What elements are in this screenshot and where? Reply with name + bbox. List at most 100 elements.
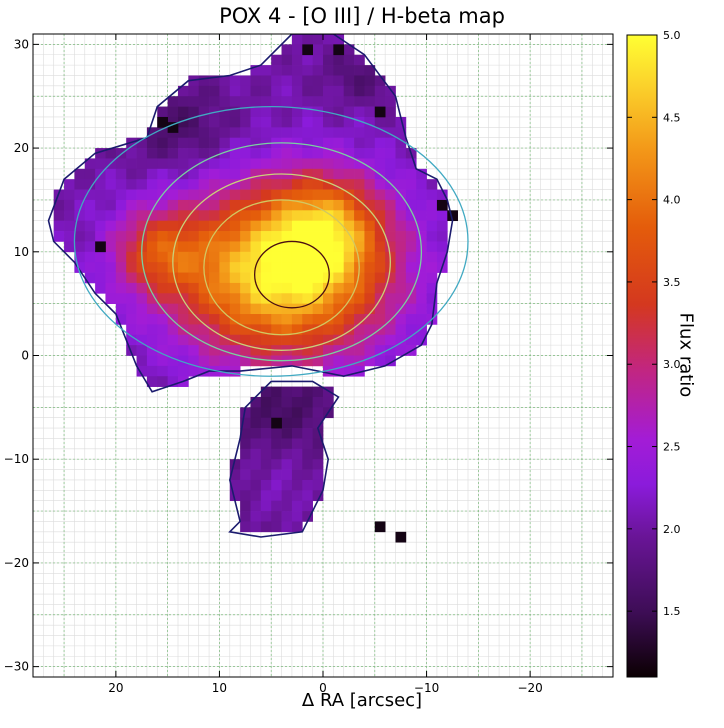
map-pixel — [323, 210, 334, 222]
map-pixel — [281, 407, 293, 419]
map-pixel — [291, 44, 303, 56]
map-pixel — [271, 106, 282, 118]
map-pixel — [53, 210, 65, 222]
map-pixel — [219, 303, 231, 315]
map-pixel — [250, 241, 262, 253]
map-pixel — [291, 479, 303, 491]
map-pixel-dark — [95, 241, 106, 253]
map-pixel — [323, 303, 334, 315]
map-pixel — [271, 231, 282, 242]
map-pixel — [323, 396, 334, 408]
map-pixel — [105, 210, 117, 222]
map-pixel — [312, 417, 324, 429]
map-pixel — [240, 293, 251, 304]
map-pixel — [395, 168, 407, 180]
map-pixel — [157, 324, 168, 336]
map-pixel — [240, 521, 251, 533]
map-pixel — [250, 231, 262, 242]
map-pixel — [240, 148, 251, 159]
map-pixel — [395, 210, 407, 222]
map-pixel — [312, 459, 324, 470]
map-pixel — [105, 293, 117, 304]
map-pixel — [323, 85, 334, 97]
map-pixel — [281, 469, 293, 481]
map-pixel — [260, 469, 272, 481]
map-pixel — [126, 282, 137, 294]
map-pixel — [395, 220, 407, 232]
map-pixel — [291, 179, 303, 190]
map-pixel — [209, 75, 220, 87]
map-pixel — [374, 303, 386, 315]
map-pixel — [188, 137, 200, 149]
map-pixel — [312, 262, 324, 273]
colorbar-tick-label: 3.5 — [663, 276, 681, 289]
map-pixel — [281, 293, 293, 304]
map-pixel — [136, 262, 148, 273]
map-pixel — [302, 262, 313, 273]
map-pixel — [188, 220, 200, 232]
map-pixel — [209, 282, 220, 294]
map-pixel — [260, 210, 272, 222]
map-pixel — [250, 407, 262, 419]
map-pixel — [229, 490, 241, 502]
y-tick-label: 30 — [14, 37, 29, 51]
map-pixel — [105, 199, 117, 211]
map-pixel — [312, 210, 324, 222]
map-pixel — [271, 293, 282, 304]
map-pixel — [354, 314, 365, 325]
map-pixel — [260, 511, 272, 522]
map-pixel — [302, 417, 313, 429]
map-pixel — [291, 231, 303, 242]
map-pixel — [395, 158, 407, 170]
map-pixel — [178, 85, 189, 97]
map-pixel — [291, 96, 303, 107]
map-pixel — [250, 500, 262, 512]
map-pixel — [229, 148, 241, 159]
map-pixel — [126, 251, 137, 263]
map-pixel — [364, 148, 376, 159]
map-pixel — [405, 324, 417, 336]
map-pixel — [302, 282, 313, 294]
map-pixel — [250, 158, 262, 170]
map-pixel — [333, 334, 345, 346]
map-pixel — [136, 314, 148, 325]
map-pixel — [188, 85, 200, 97]
map-pixel — [115, 282, 127, 294]
map-pixel — [84, 179, 96, 190]
map-pixel — [312, 65, 324, 76]
map-pixel — [271, 448, 282, 460]
map-pixel — [312, 189, 324, 201]
map-pixel — [291, 407, 303, 419]
map-pixel — [302, 106, 313, 118]
map-pixel — [333, 127, 345, 139]
map-pixel — [385, 127, 396, 139]
map-pixel — [291, 511, 303, 522]
map-pixel — [333, 54, 345, 66]
map-pixel — [64, 179, 75, 190]
map-pixel — [84, 272, 96, 284]
map-pixel — [291, 303, 303, 315]
map-pixel — [343, 241, 355, 253]
contour-line — [73, 105, 469, 377]
map-pixel — [136, 168, 148, 180]
map-pixel — [364, 158, 376, 170]
map-pixel — [374, 282, 386, 294]
colorbar-tick-label: 2.0 — [663, 523, 681, 536]
map-pixel — [426, 199, 438, 211]
map-pixel — [385, 324, 396, 336]
map-pixel — [323, 314, 334, 325]
map-pixel — [146, 148, 158, 159]
map-pixel — [302, 438, 313, 450]
map-pixel — [323, 365, 334, 377]
map-pixel — [291, 293, 303, 304]
map-pixel — [302, 272, 313, 284]
map-pixel — [240, 96, 251, 107]
map-pixel — [188, 116, 200, 128]
map-pixel — [323, 355, 334, 367]
map-pixel — [229, 479, 241, 491]
map-pixel — [209, 189, 220, 201]
map-pixel — [354, 210, 365, 222]
map-pixel — [146, 179, 158, 190]
map-pixel — [333, 75, 345, 87]
map-pixel — [291, 189, 303, 201]
